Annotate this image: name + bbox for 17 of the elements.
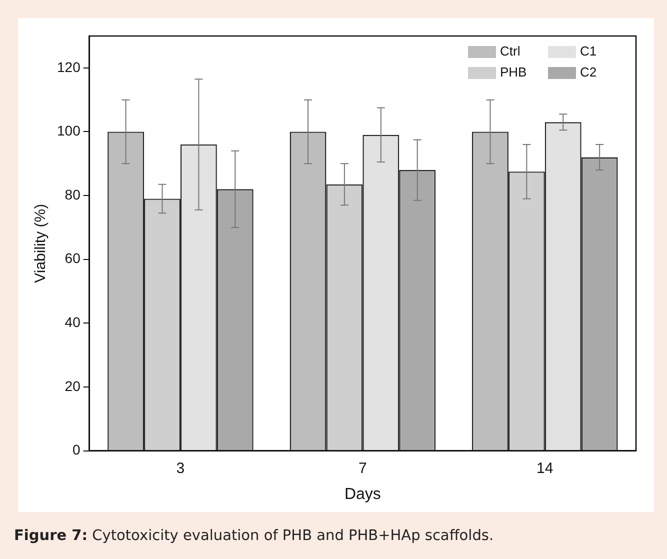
y-tick-label: 40 xyxy=(64,314,81,330)
x-tick-label: 7 xyxy=(358,460,367,477)
caption: Figure 7: Cytotoxicity evaluation of PHB and PHB+HAp scaffolds. xyxy=(14,528,494,544)
x-axis-title: Days xyxy=(344,486,381,503)
legend-label: Ctrl xyxy=(500,44,520,59)
legend-label: C1 xyxy=(580,44,597,59)
y-axis-title: Viability (%) xyxy=(32,204,50,283)
x-tick-label: 3 xyxy=(176,460,185,477)
legend-label: PHB xyxy=(500,64,527,80)
legend-label: C2 xyxy=(580,64,597,80)
y-tick-label: 80 xyxy=(64,186,81,202)
y-tick-label: 20 xyxy=(64,378,81,394)
x-tick-label: 14 xyxy=(536,460,554,477)
y-tick-label: 0 xyxy=(72,442,81,458)
y-tick-label: 120 xyxy=(57,58,81,75)
y-tick-label: 100 xyxy=(57,122,81,139)
y-tick-label: 60 xyxy=(64,250,81,266)
